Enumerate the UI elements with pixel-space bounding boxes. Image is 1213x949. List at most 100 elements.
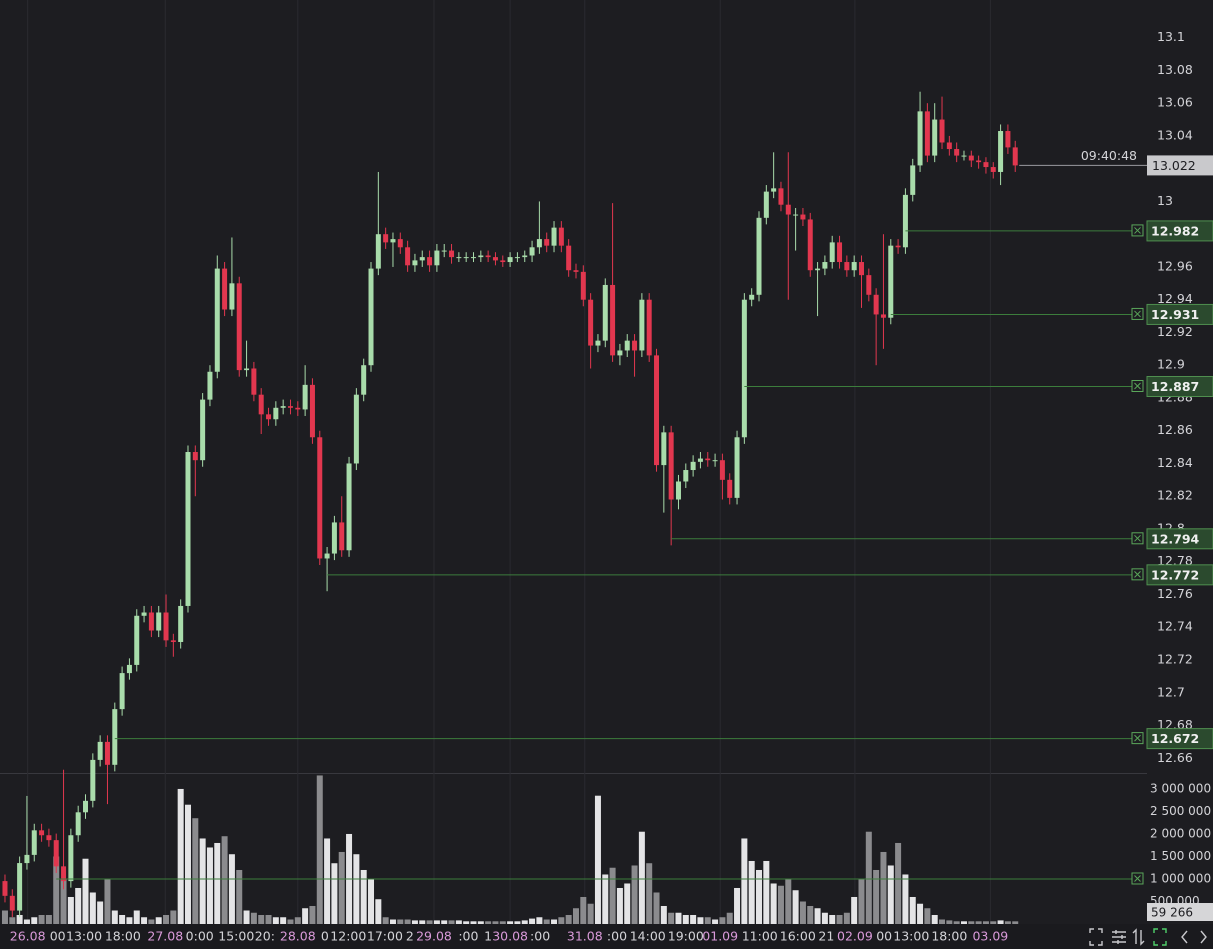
candle-body [46, 835, 52, 841]
volume-bar [521, 920, 528, 924]
volume-bar [360, 869, 367, 924]
candle-body [244, 368, 250, 371]
level-cross [1134, 570, 1141, 578]
x-tick-label: 19:00 [668, 929, 704, 944]
volume-bar [53, 856, 60, 924]
volume-bar [821, 912, 828, 924]
candle-body [492, 257, 498, 261]
volume-bar [382, 917, 389, 924]
candle-body [749, 294, 755, 300]
scroll-right[interactable] [1200, 930, 1207, 944]
candle-body [104, 741, 110, 765]
y-tick-label: 13.08 [1157, 62, 1193, 77]
toolbar[interactable] [1089, 928, 1207, 946]
candle-body [375, 234, 381, 269]
candle-body [998, 131, 1004, 172]
volume-bar [433, 920, 440, 924]
candle-body [654, 355, 660, 466]
volume-bar [939, 919, 946, 924]
volume-bar [463, 921, 470, 924]
volume-bar [953, 921, 960, 924]
volume-bar [975, 921, 982, 924]
candle-body [353, 394, 359, 464]
volume-bar [38, 914, 45, 924]
candle-body [895, 245, 901, 248]
candle-body [68, 835, 74, 882]
scale-icon[interactable] [1132, 928, 1145, 946]
candle-body [266, 414, 272, 420]
volume-bar [594, 795, 601, 924]
y-tick-label: 12.7 [1157, 684, 1185, 699]
volume-bar [675, 912, 682, 924]
volume-bar [712, 919, 719, 924]
fit-icon[interactable] [1153, 928, 1167, 946]
scroll-left[interactable] [1181, 930, 1188, 944]
fullscreen-icon[interactable] [1089, 928, 1103, 946]
volume-bar [997, 920, 1004, 924]
volume-bar [572, 908, 579, 924]
level-cross [1134, 310, 1141, 318]
level-label: 12.772 [1151, 567, 1199, 582]
volume-bar [206, 847, 213, 924]
candle-body [309, 384, 315, 438]
level-label: 12.931 [1151, 307, 1199, 322]
volume-bar [807, 905, 814, 924]
candle-body [148, 612, 154, 631]
volume-bar [902, 874, 909, 924]
volume-bar [302, 908, 309, 924]
candle-body [419, 257, 425, 261]
volume-bar [931, 914, 938, 924]
candle-body [536, 239, 542, 248]
volume-bar [16, 914, 23, 924]
volume-bar [287, 919, 294, 924]
volume-bar [67, 896, 74, 924]
settings-icon[interactable] [1112, 930, 1126, 944]
level-label: 12.672 [1151, 731, 1199, 746]
volume-bar [485, 921, 492, 924]
volume-bar [133, 910, 140, 924]
volume-bar [719, 917, 726, 924]
candle-body [902, 194, 908, 248]
volume-bar [690, 914, 697, 924]
candle-body [595, 340, 601, 346]
candle-body [17, 863, 23, 911]
candle-body [932, 119, 938, 156]
volume-bar [89, 892, 96, 924]
volume-bar [514, 921, 521, 924]
x-tick-label: :00 [607, 929, 627, 944]
volume-bar [155, 917, 162, 924]
candle-body [727, 479, 733, 498]
candle-body [90, 759, 96, 801]
volume-bar [843, 912, 850, 924]
volume-bar [126, 917, 133, 924]
candle-body [83, 800, 89, 813]
volume-bar [646, 863, 653, 924]
candle-body [368, 268, 374, 366]
volume-tick-label: 2 500 000 [1150, 804, 1211, 818]
candle-body [214, 268, 220, 372]
last-volume-label: 59 266 [1151, 906, 1193, 920]
y-tick-label: 12.72 [1157, 651, 1193, 666]
volume-bar [580, 896, 587, 924]
candle-body [331, 522, 337, 554]
candle-body [602, 284, 608, 341]
volume-bar [741, 838, 748, 924]
candle-body [705, 458, 711, 461]
candle-body [983, 162, 989, 168]
volume-bar [477, 921, 484, 924]
level-label-box [1146, 564, 1213, 586]
candle-body [778, 188, 784, 205]
volume-bar [177, 788, 184, 924]
candle-body [434, 250, 440, 266]
candle-body [39, 830, 45, 836]
candle-body [837, 242, 843, 263]
volume-bar [924, 908, 931, 924]
volume-bar [653, 892, 660, 924]
candle-body [317, 437, 323, 559]
candle-body [9, 895, 15, 911]
volume-bar [214, 842, 221, 924]
volume-bar [82, 858, 89, 924]
level-cross [1134, 734, 1141, 742]
y-tick-label: 12.84 [1157, 455, 1193, 470]
candle-body [771, 188, 777, 192]
